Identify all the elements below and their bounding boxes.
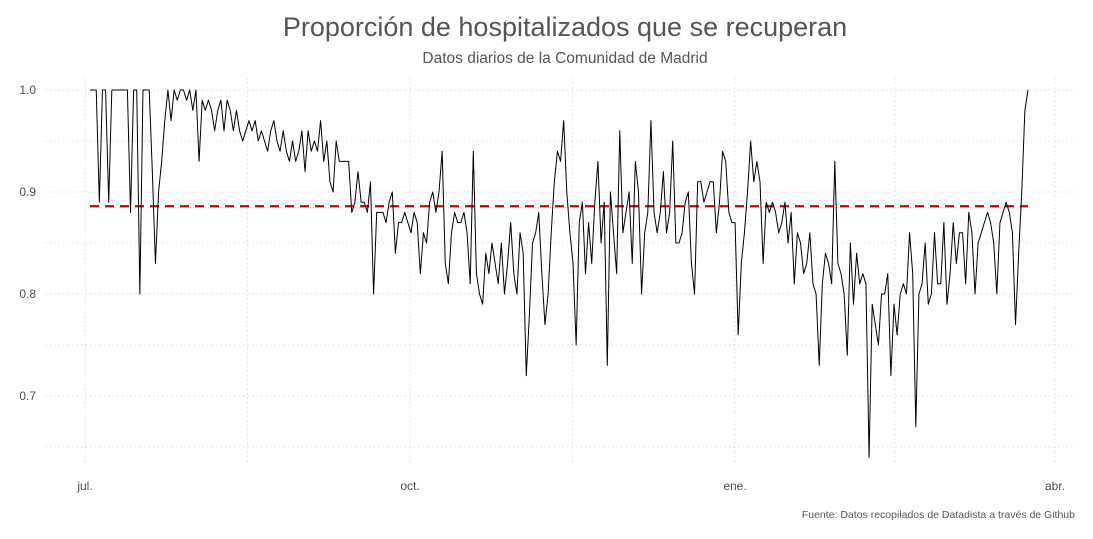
grid-lines	[45, 78, 1075, 465]
y-tick-label: 0.7	[19, 389, 36, 403]
chart-title: Proporción de hospitalizados que se recu…	[282, 12, 848, 42]
x-tick-label: abr.	[1045, 479, 1065, 493]
axis-labels: 0.7 0.8 0.9 1.0 jul. oct. ene. abr.	[19, 83, 1065, 493]
y-tick-label: 0.8	[19, 287, 36, 301]
chart-subtitle: Datos diarios de la Comunidad de Madrid	[422, 50, 708, 67]
source-caption: Fuente: Datos recopilados de Datadista a…	[801, 509, 1075, 521]
x-tick-label: jul.	[76, 479, 92, 493]
x-tick-label: ene.	[723, 479, 746, 493]
y-tick-label: 1.0	[19, 83, 36, 97]
y-tick-label: 0.9	[19, 185, 36, 199]
series-group	[90, 89, 1029, 458]
series-line	[90, 89, 1029, 458]
x-tick-label: oct.	[400, 479, 419, 493]
